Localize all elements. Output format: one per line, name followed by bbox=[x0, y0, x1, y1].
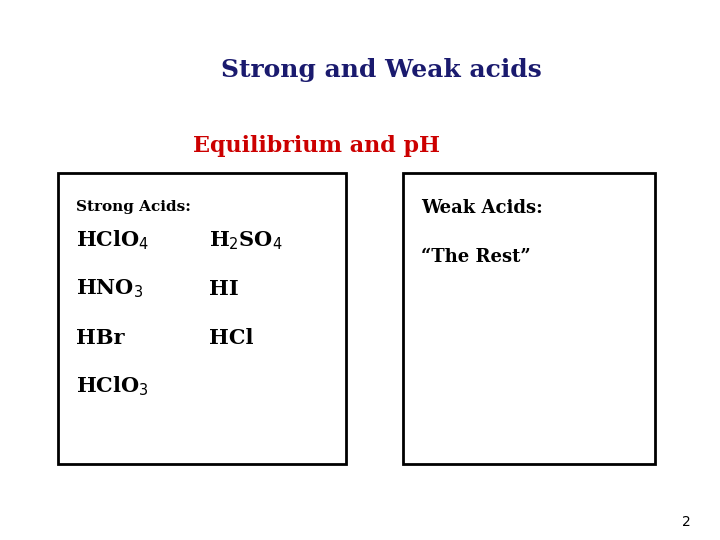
Text: HClO$_3$: HClO$_3$ bbox=[76, 374, 148, 398]
Text: HNO$_3$: HNO$_3$ bbox=[76, 278, 143, 300]
Text: Weak Acids:: Weak Acids: bbox=[421, 199, 543, 217]
FancyBboxPatch shape bbox=[58, 173, 346, 464]
Text: HBr: HBr bbox=[76, 327, 124, 348]
Text: 2: 2 bbox=[683, 515, 691, 529]
Text: Equilibrium and pH: Equilibrium and pH bbox=[193, 135, 441, 157]
Text: “The Rest”: “The Rest” bbox=[421, 247, 531, 266]
FancyBboxPatch shape bbox=[403, 173, 655, 464]
Text: Strong and Weak acids: Strong and Weak acids bbox=[221, 58, 542, 82]
Text: Strong Acids:: Strong Acids: bbox=[76, 200, 191, 214]
Text: H$_2$SO$_4$: H$_2$SO$_4$ bbox=[209, 229, 282, 252]
Text: HI: HI bbox=[209, 279, 238, 299]
Text: HClO$_4$: HClO$_4$ bbox=[76, 228, 148, 252]
Text: HCl: HCl bbox=[209, 327, 253, 348]
